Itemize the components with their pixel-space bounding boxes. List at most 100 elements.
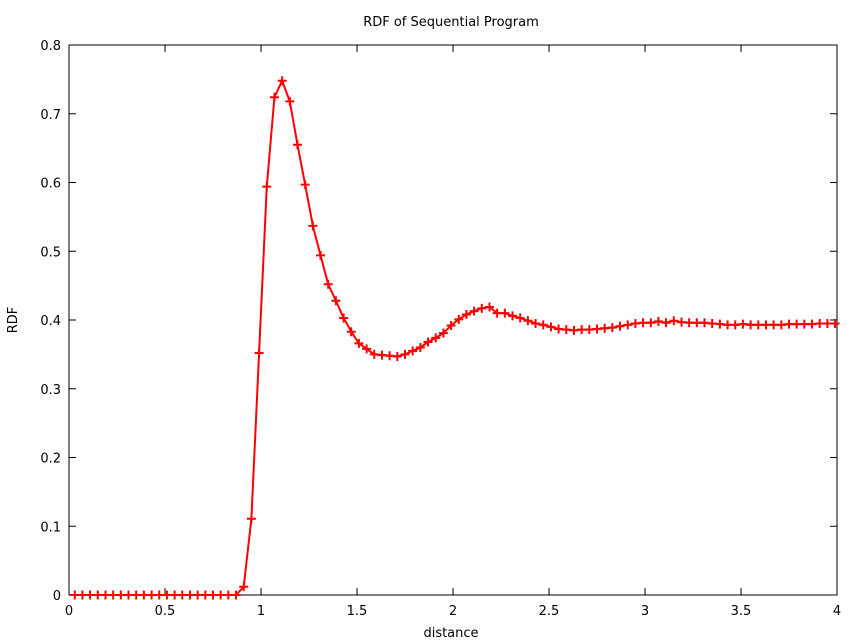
- y-tick-label: 0.4: [40, 314, 61, 329]
- data-point-marker: [124, 590, 134, 600]
- data-point-marker: [400, 349, 410, 359]
- data-point-marker: [77, 590, 87, 600]
- data-point-marker: [193, 590, 203, 600]
- data-point-marker: [776, 320, 786, 330]
- data-point-marker: [500, 308, 510, 318]
- data-point-marker: [799, 319, 809, 329]
- data-point-marker: [246, 514, 256, 524]
- data-point-marker: [515, 313, 525, 323]
- data-point-marker: [615, 321, 625, 331]
- data-point-marker: [408, 346, 418, 356]
- x-tick-label: 1.5: [347, 604, 368, 619]
- x-tick-label: 0: [65, 604, 73, 619]
- data-point-marker: [730, 320, 740, 330]
- y-tick-label: 0.3: [40, 383, 61, 398]
- y-tick-label: 0.7: [40, 108, 61, 123]
- data-point-marker: [254, 348, 264, 358]
- data-point-marker: [423, 337, 433, 347]
- y-tick-label: 0.5: [40, 245, 61, 260]
- data-point-marker: [162, 590, 172, 600]
- data-point-marker: [116, 590, 126, 600]
- data-point-marker: [769, 320, 779, 330]
- data-point-marker: [369, 349, 379, 359]
- data-point-marker: [177, 590, 187, 600]
- data-point-marker: [623, 320, 633, 330]
- data-point-marker: [100, 590, 110, 600]
- data-point-marker: [830, 318, 840, 328]
- data-point-marker: [300, 180, 310, 190]
- data-point-marker: [316, 250, 326, 260]
- data-point-marker: [669, 316, 679, 326]
- data-point-marker: [139, 590, 149, 600]
- data-point-marker: [461, 310, 471, 319]
- data-point-marker: [484, 302, 494, 312]
- data-point-marker: [723, 320, 733, 330]
- x-tick-label: 0.5: [155, 604, 176, 619]
- data-point-marker: [684, 318, 694, 328]
- y-tick-label: 0: [53, 589, 61, 604]
- data-point-marker: [431, 333, 441, 343]
- axis-ticks: 0 0.5 1 1.5 2 2.5 3 3.5 4 0 0.1 0.2 0.3 0.4 0.5 0.6 0.7 0…: [40, 39, 841, 619]
- data-point-marker: [508, 311, 518, 321]
- data-point-marker: [646, 318, 656, 328]
- data-point-marker: [792, 319, 802, 329]
- x-tick-label: 1: [257, 604, 265, 619]
- data-point-marker: [554, 324, 564, 334]
- data-point-marker: [269, 92, 279, 102]
- data-point-marker: [216, 590, 226, 600]
- data-point-marker: [746, 320, 756, 330]
- data-point-marker: [477, 303, 487, 313]
- data-point-marker: [707, 318, 717, 328]
- data-point-marker: [577, 325, 587, 335]
- data-point-marker: [592, 324, 602, 334]
- data-point-marker: [584, 325, 594, 335]
- data-point-marker: [262, 182, 272, 192]
- data-point-marker: [492, 308, 502, 318]
- chart-title: RDF of Sequential Program: [363, 15, 539, 30]
- y-tick-label: 0.8: [40, 39, 61, 54]
- data-point-marker: [108, 590, 118, 600]
- plot-frame: [68, 44, 838, 596]
- data-point-marker: [93, 590, 103, 600]
- data-point-marker: [607, 323, 617, 333]
- series-line: [74, 79, 836, 596]
- data-point-marker: [692, 318, 702, 328]
- data-point-marker: [546, 322, 556, 332]
- data-point-marker: [815, 318, 825, 328]
- data-point-marker: [385, 351, 395, 361]
- x-tick-label: 2.5: [539, 604, 560, 619]
- y-tick-label: 0.2: [40, 452, 61, 467]
- data-point-marker: [200, 590, 210, 600]
- data-point-marker: [676, 317, 686, 327]
- data-point-marker: [569, 325, 579, 335]
- data-point-marker: [538, 320, 548, 330]
- data-point-marker: [738, 319, 748, 329]
- data-point-marker: [208, 590, 218, 600]
- data-point-marker: [638, 318, 648, 328]
- data-point-marker: [292, 140, 302, 150]
- data-point-marker: [185, 590, 195, 600]
- data-point-marker: [131, 590, 141, 600]
- data-series: [70, 76, 840, 600]
- data-point-marker: [154, 590, 164, 600]
- data-point-marker: [331, 296, 341, 306]
- data-point-marker: [784, 319, 794, 329]
- data-point-marker: [223, 590, 233, 600]
- data-point-marker: [85, 590, 95, 600]
- data-point-marker: [700, 318, 710, 328]
- data-point-marker: [308, 221, 318, 231]
- data-point-marker: [761, 320, 771, 330]
- x-tick-label: 4: [833, 604, 841, 619]
- data-point-marker: [392, 351, 402, 361]
- data-point-marker: [446, 321, 456, 330]
- data-point-marker: [147, 590, 157, 600]
- y-tick-label: 0.1: [40, 520, 61, 535]
- data-point-marker: [822, 318, 832, 328]
- data-point-marker: [454, 314, 464, 324]
- data-point-marker: [531, 318, 541, 328]
- data-point-marker: [362, 344, 372, 354]
- data-point-marker: [630, 318, 640, 328]
- data-point-marker: [753, 320, 763, 330]
- data-point-marker: [653, 316, 663, 326]
- x-axis-label: distance: [423, 626, 478, 641]
